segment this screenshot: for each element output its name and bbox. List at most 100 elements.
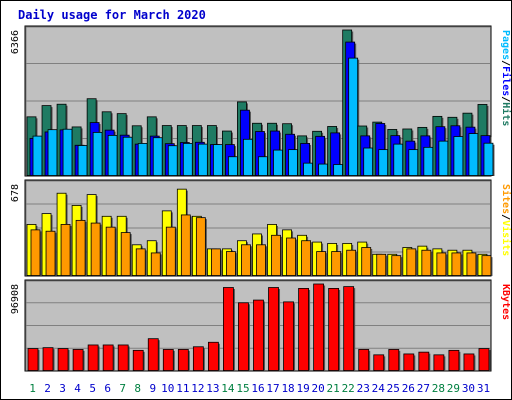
legend-part: / [500,214,511,220]
pages-bar [273,149,283,176]
day-tick-label: 16 [251,382,264,395]
day-tick-label: 30 [462,382,475,395]
pages-bar [122,136,133,176]
sites-bar [195,217,206,276]
day-tick-label: 10 [161,382,174,395]
kbytes-bar [448,349,460,371]
kbytes-bar [298,288,309,371]
pages-bar [453,136,464,176]
legend-part: Pages [500,30,511,60]
sites-bar [45,230,56,276]
day-tick-label: 23 [357,382,370,395]
sites-bar [346,249,357,276]
sites-bar [301,240,311,276]
day-tick-label: 21 [327,382,340,395]
day-tick-label: 5 [89,382,96,395]
sites-bar [135,248,146,276]
day-tick-label: 26 [402,382,415,395]
legend-label: KBytes [500,284,511,320]
day-tick-label: 31 [477,382,490,395]
day-tick-label: 7 [119,382,126,395]
day-tick-label: 14 [221,382,235,395]
kbytes-bar [478,348,490,371]
pages-bar [483,142,494,176]
day-tick-label: 4 [74,382,81,395]
pages-bar [228,156,238,176]
day-tick-label: 18 [281,382,294,395]
kbytes-bar [147,338,159,371]
legend-part: KBytes [500,284,511,320]
pages-bar [182,143,193,176]
pages-bar [318,163,329,176]
pages-bar [197,143,208,176]
pages-bar [62,128,73,176]
pages-bar [212,144,223,176]
day-tick-label: 24 [372,382,386,395]
sites-bar [75,219,86,276]
sites-bar [180,214,191,276]
pages-bar [363,147,374,176]
day-tick-label: 6 [104,382,111,395]
kbytes-bar [268,287,279,371]
sites-bar [210,248,221,276]
pages-bar [32,135,43,176]
day-tick-label: 27 [417,382,430,395]
sites-bar [481,255,492,276]
day-tick-label: 22 [342,382,355,395]
pages-bar [423,146,434,176]
chart-title: Daily usage for March 2020 [18,8,206,22]
pages-bar [47,129,58,176]
kbytes-bar [102,344,114,371]
day-tick-label: 19 [296,382,309,395]
sites-bar [271,234,281,276]
kbytes-bar [117,344,129,371]
sites-bar [286,237,296,276]
kbytes-bar [177,349,189,371]
kbytes-bar [87,344,99,371]
kbytes-bar [132,349,144,371]
day-tick-label: 2 [44,382,51,395]
day-tick-label: 1 [29,382,36,395]
kbytes-bar [42,347,54,371]
kbytes-bar [57,348,69,371]
kbytes-bar [223,287,234,371]
sites-bar [60,224,71,276]
day-tick-label: 13 [206,382,219,395]
sites-bar [90,222,101,276]
sites-bar [436,252,447,276]
axis-max-label: 678 [10,184,21,202]
sites-bar [466,252,477,276]
sites-bar [165,226,176,276]
sites-bar [150,252,161,276]
sites-bar [241,244,251,276]
day-tick-label: 11 [176,382,189,395]
pages-bar [243,138,253,176]
legend-label: Sites/Visits [500,184,512,256]
sites-bar [30,229,41,276]
pages-bar [408,149,419,176]
pages-bar [438,140,449,176]
kbytes-bar [418,351,430,371]
day-tick-label: 15 [236,382,249,395]
axis-max-label: 6366 [10,30,21,54]
sites-bar [120,232,131,276]
kbytes-bar [328,288,340,371]
pages-bar [167,145,178,176]
sites-bar [451,252,462,276]
day-tick-label: 9 [149,382,156,395]
sites-bar [105,226,116,276]
kbytes-bar [192,346,204,371]
legend-part: Hits [500,102,512,126]
kbytes-bar [238,302,249,371]
pages-bar [258,156,268,176]
sites-bar [391,255,402,276]
sites-bar [376,253,387,276]
pages-bar [107,135,118,176]
sites-bar [316,251,327,276]
kbytes-bar [72,349,84,371]
pages-bar [288,149,298,176]
kbytes-bar [343,286,355,371]
kbytes-bar [463,353,475,371]
kbytes-bar [388,349,400,371]
